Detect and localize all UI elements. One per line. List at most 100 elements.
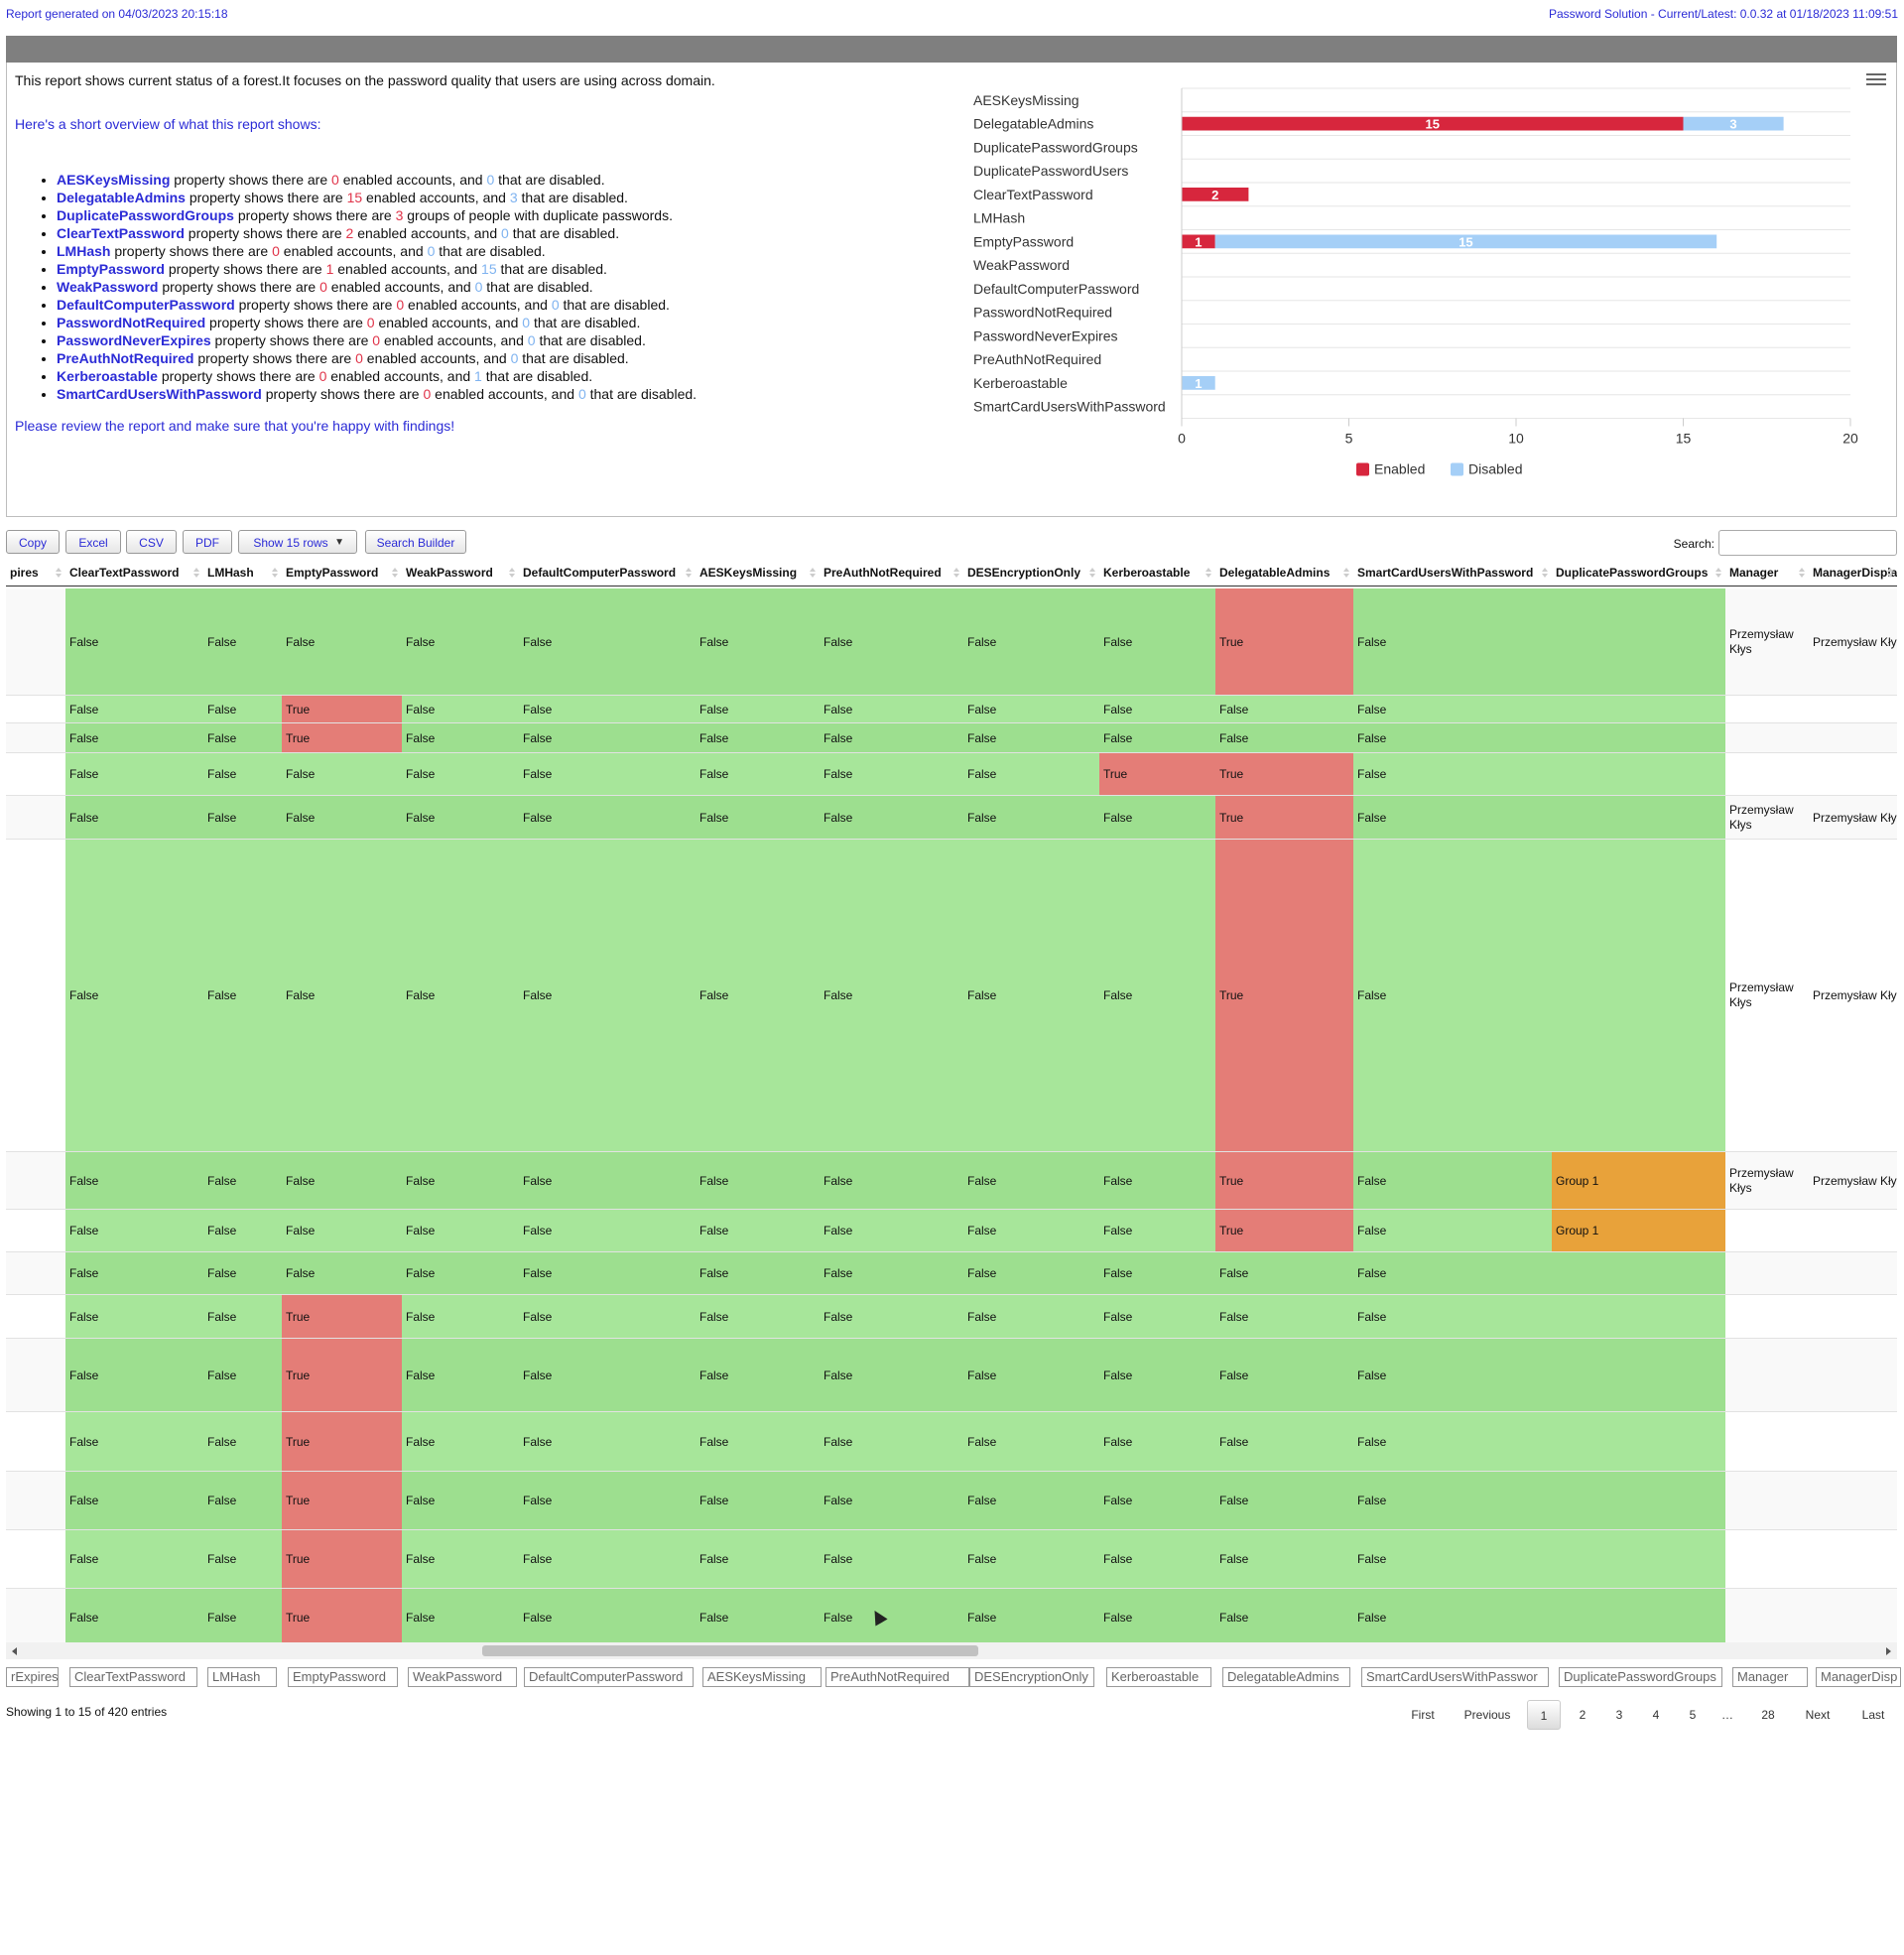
column-header-cleartextpassword[interactable]: ClearTextPassword — [65, 559, 203, 586]
column-filter-input[interactable]: Kerberoastable — [1106, 1667, 1211, 1687]
property-name[interactable]: PasswordNotRequired — [57, 315, 206, 330]
property-name[interactable]: DuplicatePasswordGroups — [57, 207, 234, 223]
column-filter-input[interactable]: DESEncryptionOnly — [969, 1667, 1094, 1687]
property-name[interactable]: AESKeysMissing — [57, 172, 171, 188]
property-name[interactable]: ClearTextPassword — [57, 225, 185, 241]
property-name[interactable]: WeakPassword — [57, 279, 159, 295]
page-link-2[interactable]: 2 — [1579, 1708, 1587, 1722]
page-link-next[interactable]: Next — [1805, 1708, 1831, 1722]
flag-cell: False — [963, 696, 1099, 723]
hamburger-menu-icon[interactable] — [1866, 70, 1886, 86]
sort-icon[interactable] — [810, 568, 816, 578]
bar-enabled[interactable] — [1182, 234, 1215, 249]
column-filter-input[interactable]: Manager — [1732, 1667, 1808, 1687]
page-link-4[interactable]: 4 — [1652, 1708, 1660, 1722]
property-name[interactable]: DefaultComputerPassword — [57, 297, 235, 313]
scroll-left-icon[interactable] — [12, 1647, 17, 1655]
pdf-button[interactable]: PDF — [183, 530, 232, 554]
column-header-smartcarduserswithpassword[interactable]: SmartCardUsersWithPassword — [1353, 559, 1552, 586]
column-filter-input[interactable]: PreAuthNotRequired — [825, 1667, 969, 1687]
legend-label[interactable]: Enabled — [1374, 461, 1425, 477]
column-filter-input[interactable]: SmartCardUsersWithPasswor — [1361, 1667, 1549, 1687]
scroll-right-icon[interactable] — [1886, 1647, 1891, 1655]
column-filter-input[interactable]: ManagerDisp — [1816, 1667, 1901, 1687]
column-filter-input[interactable]: WeakPassword — [408, 1667, 517, 1687]
property-name[interactable]: DelegatableAdmins — [57, 190, 186, 205]
bar-disabled[interactable] — [1182, 376, 1215, 390]
property-name[interactable]: SmartCardUsersWithPassword — [57, 386, 262, 402]
column-header-duplicatepasswordgroups[interactable]: DuplicatePasswordGroups — [1552, 559, 1725, 586]
scrollbar-thumb[interactable] — [482, 1645, 978, 1656]
flag-cell: False — [402, 1472, 519, 1530]
column-header-label: DefaultComputerPassword — [523, 566, 677, 580]
search-input[interactable] — [1718, 530, 1897, 556]
bar-disabled[interactable] — [1214, 234, 1717, 249]
sort-icon[interactable] — [392, 568, 398, 578]
copy-button[interactable]: Copy — [6, 530, 60, 554]
sort-icon[interactable] — [953, 568, 959, 578]
column-filter-input[interactable]: AESKeysMissing — [702, 1667, 822, 1687]
column-filter-input[interactable]: ClearTextPassword — [69, 1667, 197, 1687]
sort-icon[interactable] — [193, 568, 199, 578]
column-header-lmhash[interactable]: LMHash — [203, 559, 282, 586]
column-header-desencryptiononly[interactable]: DESEncryptionOnly — [963, 559, 1099, 586]
property-name[interactable]: LMHash — [57, 243, 111, 259]
legend-swatch[interactable] — [1356, 462, 1369, 476]
legend-label[interactable]: Disabled — [1468, 461, 1522, 477]
column-header-weakpassword[interactable]: WeakPassword — [402, 559, 519, 586]
column-filter-input[interactable]: EmptyPassword — [288, 1667, 398, 1687]
sort-icon[interactable] — [1799, 568, 1805, 578]
flag-cell: False — [282, 588, 402, 696]
sort-icon[interactable] — [509, 568, 515, 578]
property-text: property shows there are — [174, 172, 328, 188]
column-header-aeskeysmissing[interactable]: AESKeysMissing — [696, 559, 820, 586]
sort-icon[interactable] — [1542, 568, 1548, 578]
page-link-28[interactable]: 28 — [1761, 1708, 1775, 1722]
bar-enabled[interactable] — [1182, 116, 1684, 131]
disabled-count: 0 — [510, 350, 519, 366]
entries-info: Showing 1 to 15 of 420 entries — [6, 1705, 168, 1719]
search-builder-button[interactable]: Search Builder — [365, 530, 466, 554]
sort-icon[interactable] — [1715, 568, 1721, 578]
show-rows-dropdown[interactable]: Show 15 rows ▼ — [238, 530, 357, 554]
column-header-kerberoastable[interactable]: Kerberoastable — [1099, 559, 1215, 586]
column-filter-input[interactable]: DefaultComputerPassword — [524, 1667, 694, 1687]
excel-button[interactable]: Excel — [65, 530, 121, 554]
column-header-manager[interactable]: Manager — [1725, 559, 1809, 586]
page-link-5[interactable]: 5 — [1689, 1708, 1697, 1722]
sort-icon[interactable] — [1887, 568, 1893, 578]
page-link-first[interactable]: First — [1411, 1708, 1435, 1722]
column-header-delegatableadmins[interactable]: DelegatableAdmins — [1215, 559, 1353, 586]
column-filter-input[interactable]: LMHash — [207, 1667, 277, 1687]
flag-cell: True — [1215, 840, 1353, 1152]
flag-cell: False — [1353, 1530, 1552, 1589]
sort-icon[interactable] — [1206, 568, 1211, 578]
sort-icon[interactable] — [1089, 568, 1095, 578]
property-name[interactable]: EmptyPassword — [57, 261, 165, 277]
sort-icon[interactable] — [272, 568, 278, 578]
bar-disabled[interactable] — [1683, 116, 1784, 131]
property-name[interactable]: Kerberoastable — [57, 368, 158, 384]
column-header-preauthnotrequired[interactable]: PreAuthNotRequired — [820, 559, 963, 586]
page-link-previous[interactable]: Previous — [1463, 1708, 1511, 1722]
csv-button[interactable]: CSV — [126, 530, 177, 554]
bar-enabled[interactable] — [1182, 188, 1249, 201]
page-link-1[interactable]: 1 — [1527, 1700, 1561, 1730]
column-filter-input[interactable]: DuplicatePasswordGroups — [1559, 1667, 1722, 1687]
column-filter-input[interactable]: DelegatableAdmins — [1222, 1667, 1350, 1687]
page-link-last[interactable]: Last — [1861, 1708, 1885, 1722]
column-header-managerdisplay[interactable]: ManagerDisplay — [1809, 559, 1897, 586]
column-filter-input[interactable]: rExpires — [6, 1667, 59, 1687]
sort-icon[interactable] — [686, 568, 692, 578]
property-name[interactable]: PreAuthNotRequired — [57, 350, 194, 366]
table-cell-pires — [6, 840, 65, 1152]
sort-icon[interactable] — [1343, 568, 1349, 578]
horizontal-scrollbar[interactable] — [6, 1642, 1897, 1659]
sort-icon[interactable] — [56, 568, 62, 578]
property-name[interactable]: PasswordNeverExpires — [57, 332, 211, 348]
legend-swatch[interactable] — [1451, 462, 1463, 476]
column-header-pires[interactable]: pires — [6, 559, 65, 586]
column-header-defaultcomputerpassword[interactable]: DefaultComputerPassword — [519, 559, 696, 586]
page-link-3[interactable]: 3 — [1615, 1708, 1623, 1722]
column-header-emptypassword[interactable]: EmptyPassword — [282, 559, 402, 586]
